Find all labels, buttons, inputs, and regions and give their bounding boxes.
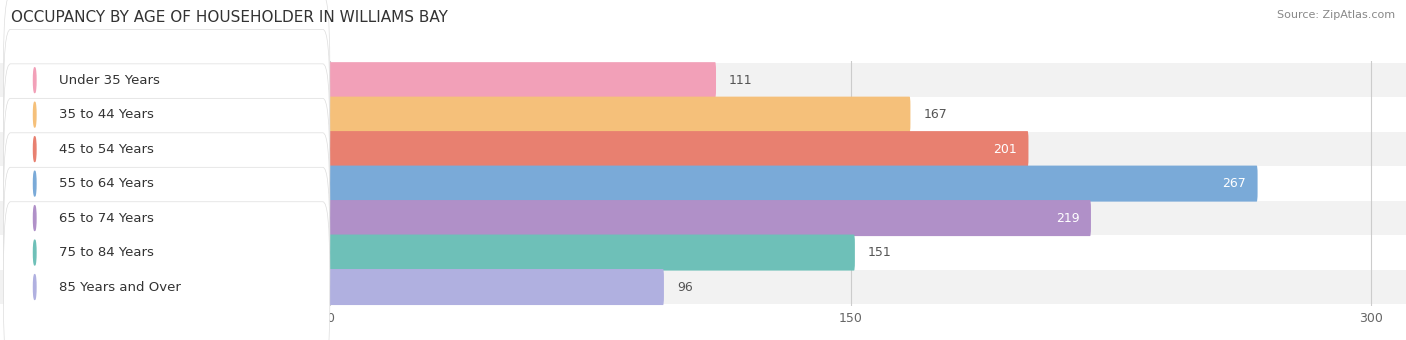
FancyBboxPatch shape bbox=[329, 131, 1028, 167]
FancyBboxPatch shape bbox=[329, 200, 1091, 236]
Text: 167: 167 bbox=[924, 108, 948, 121]
Bar bbox=[0, 166, 1406, 201]
FancyBboxPatch shape bbox=[329, 166, 1257, 202]
Bar bbox=[0, 235, 1406, 270]
Text: 85 Years and Over: 85 Years and Over bbox=[59, 280, 181, 293]
Circle shape bbox=[34, 102, 37, 127]
Bar bbox=[0, 97, 1406, 132]
FancyBboxPatch shape bbox=[3, 133, 330, 303]
Text: 151: 151 bbox=[868, 246, 891, 259]
FancyBboxPatch shape bbox=[3, 167, 330, 338]
Text: 55 to 64 Years: 55 to 64 Years bbox=[59, 177, 153, 190]
FancyBboxPatch shape bbox=[3, 64, 330, 234]
Bar bbox=[0, 201, 1406, 235]
FancyBboxPatch shape bbox=[3, 0, 330, 166]
Text: 201: 201 bbox=[994, 142, 1017, 156]
FancyBboxPatch shape bbox=[329, 269, 664, 305]
Circle shape bbox=[34, 68, 37, 92]
Circle shape bbox=[34, 206, 37, 231]
FancyBboxPatch shape bbox=[329, 97, 911, 133]
FancyBboxPatch shape bbox=[3, 202, 330, 340]
Circle shape bbox=[34, 137, 37, 162]
Text: 35 to 44 Years: 35 to 44 Years bbox=[59, 108, 153, 121]
FancyBboxPatch shape bbox=[329, 235, 855, 271]
Text: 75 to 84 Years: 75 to 84 Years bbox=[59, 246, 153, 259]
Text: 219: 219 bbox=[1056, 211, 1080, 225]
Text: 96: 96 bbox=[676, 280, 693, 293]
FancyBboxPatch shape bbox=[3, 98, 330, 269]
Text: 45 to 54 Years: 45 to 54 Years bbox=[59, 142, 153, 156]
Circle shape bbox=[34, 240, 37, 265]
FancyBboxPatch shape bbox=[329, 62, 716, 98]
Circle shape bbox=[34, 171, 37, 196]
Text: OCCUPANCY BY AGE OF HOUSEHOLDER IN WILLIAMS BAY: OCCUPANCY BY AGE OF HOUSEHOLDER IN WILLI… bbox=[11, 10, 449, 25]
Bar bbox=[0, 63, 1406, 97]
Text: 65 to 74 Years: 65 to 74 Years bbox=[59, 211, 153, 225]
Text: 267: 267 bbox=[1223, 177, 1246, 190]
Bar bbox=[0, 132, 1406, 166]
Text: Under 35 Years: Under 35 Years bbox=[59, 74, 160, 87]
FancyBboxPatch shape bbox=[3, 29, 330, 200]
Circle shape bbox=[34, 275, 37, 300]
Text: 111: 111 bbox=[730, 74, 752, 87]
Bar bbox=[0, 270, 1406, 304]
Text: Source: ZipAtlas.com: Source: ZipAtlas.com bbox=[1277, 10, 1395, 20]
